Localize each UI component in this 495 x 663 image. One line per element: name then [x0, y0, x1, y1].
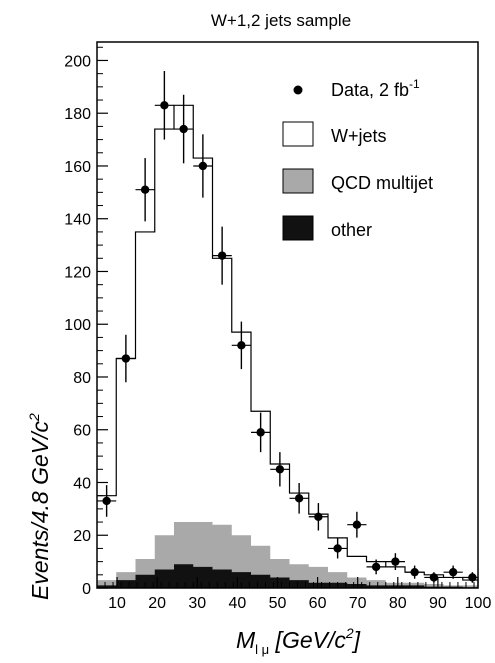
y-tick-label: 80: [73, 370, 91, 387]
data-marker: [333, 544, 342, 553]
data-marker: [391, 557, 400, 566]
legend-item-qcd-multijet: QCD multijet: [282, 168, 433, 194]
x-axis-title: Ml μ [GeV/c2]: [236, 625, 361, 657]
data-marker: [217, 251, 227, 260]
data-marker: [160, 101, 169, 110]
data-point-20: [462, 572, 478, 583]
data-marker: [410, 567, 419, 577]
data-marker: [275, 465, 285, 474]
data-point-13: [328, 538, 348, 559]
legend-swatch-w-jets: [282, 121, 314, 147]
x-tick-label: 60: [309, 595, 327, 612]
data-marker: [256, 428, 265, 437]
data-point-5: [174, 94, 194, 164]
data-point-3: [135, 158, 155, 222]
legend-label-text: Data, 2 fb: [331, 80, 409, 100]
y-axis-title-exp: 2: [26, 413, 42, 422]
legend-label-sup: -1: [409, 77, 420, 91]
y-tick-label: 180: [64, 106, 91, 123]
data-point-15: [366, 559, 386, 575]
data-marker: [140, 185, 150, 194]
x-axis: 10 20 30 40 50 60 70 80 90 100: [104, 577, 492, 612]
y-tick-label: 20: [73, 528, 91, 545]
data-point-9: [251, 412, 271, 453]
data-point-18: [424, 572, 444, 583]
data-marker: [121, 354, 131, 363]
x-tick-label: 40: [228, 595, 246, 612]
plot-area: 10 20 30 40 50 60 70 80 90 100 0 20 40 60 80 100 120 140…: [64, 41, 492, 612]
legend-item-w-jets: W+jets: [282, 121, 387, 147]
y-axis: 0 20 40 60 80 100 120 140 160 180 200: [64, 46, 108, 598]
data-marker: [448, 567, 458, 577]
legend-label-text: QCD multijet: [331, 173, 433, 193]
legend-swatch-other: [282, 215, 314, 241]
x-tick-label: 10: [108, 595, 126, 612]
x-tick-label: 20: [148, 595, 166, 612]
data-point-10: [270, 452, 290, 487]
data-point-12: [308, 503, 329, 531]
legend-label: QCD multijet: [331, 173, 433, 193]
y-tick-label: 120: [64, 264, 91, 281]
x-tick-label: 100: [465, 595, 492, 612]
y-tick-label: 60: [73, 423, 91, 440]
legend-swatch-qcd-multijet: [282, 168, 314, 194]
data-point-19: [443, 565, 463, 579]
legend-label: Data, 2 fb-1: [331, 77, 420, 100]
data-point-11: [289, 483, 309, 514]
legend: Data, 2 fb-1 W+jets QCD multijet other: [282, 77, 433, 241]
y-tick-label: 140: [64, 212, 91, 229]
data-point-2: [116, 334, 136, 383]
x-tick-label: 70: [349, 595, 367, 612]
y-axis-title: Events/4.8 GeV/c2: [26, 413, 53, 600]
data-point-7: [212, 226, 232, 285]
y-tick-label: 160: [64, 159, 91, 176]
x-axis-title-unit-close: ]: [352, 627, 361, 653]
x-axis-title-sub: l μ: [255, 642, 269, 657]
chart-title: W+1,2 jets sample: [211, 11, 351, 30]
data-marker: [237, 341, 246, 350]
data-marker: [294, 494, 304, 503]
legend-label: W+jets: [331, 126, 387, 146]
x-tick-label: 50: [269, 595, 287, 612]
data-marker: [468, 573, 477, 582]
x-tick-label: 90: [429, 595, 447, 612]
data-point-8: [231, 321, 252, 370]
x-axis-title-unit-exp: 2: [345, 625, 354, 641]
x-tick-label: 30: [188, 595, 206, 612]
x-tick-label: 80: [389, 595, 407, 612]
legend-item-data-2-fb: Data, 2 fb-1: [293, 77, 420, 100]
data-marker: [371, 562, 381, 572]
data-point-17: [405, 565, 425, 579]
data-marker: [352, 520, 362, 529]
data-point-6: [193, 134, 213, 198]
data-points: [97, 71, 478, 583]
legend-data-marker: [293, 85, 303, 95]
x-axis-title-unit: [GeV/c: [269, 627, 346, 653]
data-point-16: [385, 553, 406, 571]
data-marker: [102, 496, 111, 506]
wjets-fill: [97, 105, 478, 588]
legend-item-other: other: [282, 215, 372, 241]
x-axis-title-main: M: [236, 627, 256, 653]
y-tick-label: 0: [82, 581, 91, 598]
y-tick-label: 100: [64, 317, 91, 334]
legend-label-text: W+jets: [331, 126, 387, 146]
legend-label: other: [331, 220, 372, 240]
other-fill: [97, 564, 478, 588]
data-point-1: [97, 485, 117, 517]
data-marker: [179, 124, 188, 134]
y-tick-label: 40: [73, 475, 91, 492]
y-tick-label: 200: [64, 53, 91, 70]
y-axis-title-main: Events/4.8 GeV/c: [27, 421, 53, 600]
data-point-14: [347, 511, 367, 538]
legend-label-text: other: [331, 220, 372, 240]
data-point-4: [154, 71, 175, 140]
plot-frame: [96, 41, 479, 589]
data-marker: [314, 512, 323, 521]
data-marker: [198, 161, 208, 171]
data-marker: [429, 573, 439, 582]
